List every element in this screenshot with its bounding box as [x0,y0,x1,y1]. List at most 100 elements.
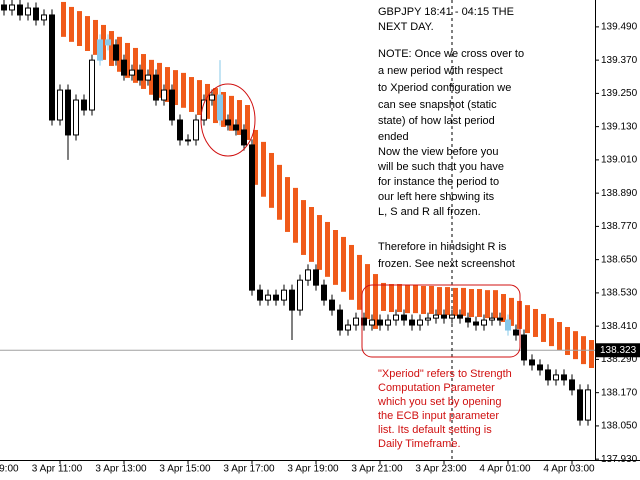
current-price-box [596,343,640,358]
band-bar [173,70,178,106]
band-bar [61,1,66,37]
candle-body [449,314,455,319]
y-tick-label: 138.050 [601,421,638,432]
band-bar [149,59,154,95]
band-bar [357,254,362,310]
band-bar [309,207,314,262]
band-bar [205,83,210,119]
band-bar [277,164,282,220]
candle-body [305,269,311,281]
band-bar [317,215,322,270]
candle-body [377,319,383,326]
band-bar [85,16,90,51]
candle-body [393,314,399,321]
candle-body [169,89,175,121]
note-line: L, S and R all frozen. [378,206,481,218]
y-tick-label: 139.250 [601,88,638,99]
band-bar [557,322,562,350]
candle-body [113,44,119,61]
candle-body [281,289,287,301]
band-bar [253,129,258,185]
candle-body [457,314,463,319]
band-bar [125,42,130,78]
annotation: GBPJPY 18:41 - 04:15 THE NEXT DAY. NOTE:… [377,6,524,450]
current-price-label: 138.323 [600,345,637,356]
candle-body [57,89,63,121]
band-bar [381,282,386,311]
candle-body [17,4,23,16]
band-bar [221,92,226,127]
candle-body [473,321,479,326]
candle-body [505,319,511,331]
x-tick-label: 4 Apr 03:00 [543,464,595,475]
candle-body [49,14,55,121]
band-bar [341,236,346,292]
candle-body [313,269,319,286]
y-tick-label: 139.130 [601,121,638,132]
candle-body [289,289,295,311]
candle-body [273,294,279,301]
red-note-line: Computation Parameter [378,382,495,394]
candle-body [105,39,111,46]
candle-body [177,119,183,141]
x-tick-label: 3 Apr 09:00 [0,464,19,475]
band-bar [261,141,266,197]
red-note-line: Daily Timeframe. [378,438,461,450]
x-tick-label: 3 Apr 15:00 [159,464,211,475]
x-tick-label: 3 Apr 11:00 [32,464,83,475]
band-bar [461,287,466,316]
candle-body [545,369,551,381]
band-bar [197,80,202,115]
band-bar [509,297,514,326]
plot-area [0,0,595,426]
band-bar [293,187,298,243]
band-bar [77,11,82,47]
candle-body [129,69,135,76]
band-bar [117,36,122,72]
highlight-circle [200,83,256,157]
band-bar [157,62,162,98]
candle-body [145,74,151,81]
candle-body [425,317,431,321]
candle-body [561,374,567,381]
candle-body [81,99,87,111]
candle-body [185,139,191,142]
band-bar [573,331,578,360]
y-tick-label: 138.770 [601,221,638,232]
candle-body [73,99,79,136]
band-bar [589,340,594,368]
candle-body [417,319,423,326]
candle-body [241,129,247,146]
red-note-line: list. Its default setting is [378,424,492,436]
y-tick-label: 138.410 [601,321,638,332]
band-bar [421,285,426,314]
candle-body [329,299,335,311]
candle-body [345,324,351,331]
candle-body [25,7,31,16]
band-bar [389,284,394,313]
candle-body [217,94,223,121]
band-bar [365,264,370,319]
note-line: NOTE: Once we cross over to [378,48,524,60]
note-line: a new period with respect [378,65,503,77]
candle-body [233,124,239,131]
band-bar [93,19,98,55]
band-bar [565,326,570,355]
band-bar [413,285,418,314]
candle-body [121,59,127,76]
candle-body [577,389,583,421]
band-bar [237,100,242,135]
band-bar [373,274,378,329]
candle-body [257,289,263,301]
note-line: frozen. See next screenshot [378,258,515,270]
candle-body [89,59,95,111]
candle-body [441,314,447,319]
band-bar [325,221,330,277]
candle-body [401,314,407,321]
candle-body [65,89,71,136]
candle-body [385,319,391,326]
band-bar [349,244,354,300]
note-line: Therefore in hindsight R is [378,241,507,253]
note-line: NEXT DAY. [378,21,434,33]
candle-body [193,119,199,141]
